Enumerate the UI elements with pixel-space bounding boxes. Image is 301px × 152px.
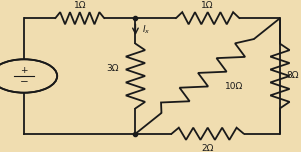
Text: +: + — [20, 66, 28, 75]
Text: $I_x$: $I_x$ — [142, 23, 150, 36]
Text: 8Ω: 8Ω — [287, 71, 299, 81]
Text: 2Ω: 2Ω — [201, 144, 214, 152]
Text: 3Ω: 3Ω — [106, 64, 119, 73]
Text: 1Ω: 1Ω — [201, 1, 214, 10]
Text: −: − — [20, 77, 29, 87]
Text: 10Ω: 10Ω — [225, 82, 243, 91]
Circle shape — [0, 59, 57, 93]
Text: 1Ω: 1Ω — [73, 1, 86, 10]
